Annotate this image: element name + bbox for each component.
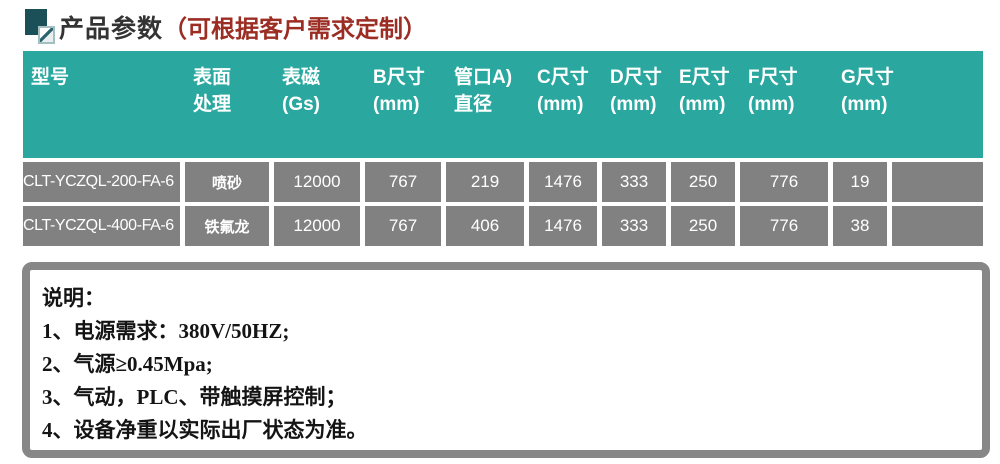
header-label-line: C尺寸 bbox=[537, 67, 589, 88]
notes-item: 2、气源≥0.45Mpa; bbox=[42, 352, 213, 376]
header-cell-pipe-diameter: 管口A) 直径 bbox=[446, 51, 524, 158]
cell-model: CLT-YCZQL-400-FA-6 bbox=[23, 206, 180, 246]
cell-blank bbox=[892, 206, 983, 246]
table-row: CLT-YCZQL-200-FA-6 喷砂 12000 767 219 1476… bbox=[23, 162, 983, 202]
header-label-line: G尺寸 bbox=[841, 67, 894, 88]
header-cell-f-size: F尺寸 (mm) bbox=[740, 51, 828, 158]
cell-d-size: 333 bbox=[602, 206, 666, 246]
header-label-line: (mm) bbox=[610, 94, 657, 115]
cell-surface-treatment: 铁氟龙 bbox=[185, 206, 269, 246]
header-label-line: (mm) bbox=[373, 94, 420, 115]
cell-e-size: 250 bbox=[671, 206, 735, 246]
header-label-line: F尺寸 bbox=[748, 67, 798, 88]
cell-e-size: 250 bbox=[671, 162, 735, 202]
page-title-group: 产品参数（可根据客户需求定制） bbox=[59, 6, 427, 50]
table-row: CLT-YCZQL-400-FA-6 铁氟龙 12000 767 406 147… bbox=[23, 206, 983, 246]
cell-g-size: 38 bbox=[833, 206, 887, 246]
table-header-row: 型号 表面 处理 表磁 (Gs) B尺寸 (mm) 管口A) 直径 C尺寸 (m… bbox=[23, 51, 983, 158]
notes-item: 4、设备净重以实际出厂状态为准。 bbox=[42, 418, 368, 442]
notes-heading: 说明： bbox=[42, 286, 105, 310]
icon-square-light bbox=[38, 26, 55, 44]
header-cell-c-size: C尺寸 (mm) bbox=[529, 51, 597, 158]
cell-b-size: 767 bbox=[365, 206, 441, 246]
header-cell-d-size: D尺寸 (mm) bbox=[602, 51, 666, 158]
cell-pipe-diameter: 219 bbox=[446, 162, 524, 202]
cell-g-size: 19 bbox=[833, 162, 887, 202]
page-title: 产品参数 bbox=[59, 15, 164, 43]
notes-item: 1、电源需求：380V/50HZ; bbox=[42, 319, 290, 343]
header-label-line: 管口A) bbox=[454, 67, 513, 88]
header-label-line: 处理 bbox=[193, 94, 232, 115]
header-label-line: (mm) bbox=[537, 94, 584, 115]
header-cell-model: 型号 bbox=[23, 51, 180, 158]
cell-gauss: 12000 bbox=[274, 162, 360, 202]
header-label-line: (Gs) bbox=[282, 94, 320, 115]
header-label-line: D尺寸 bbox=[610, 67, 662, 88]
header-cell-surface-treatment: 表面 处理 bbox=[185, 51, 269, 158]
cell-surface-treatment: 喷砂 bbox=[185, 162, 269, 202]
cell-pipe-diameter: 406 bbox=[446, 206, 524, 246]
header-cell-gauss: 表磁 (Gs) bbox=[274, 51, 360, 158]
cell-blank bbox=[892, 162, 983, 202]
page-subtitle: （可根据客户需求定制） bbox=[163, 16, 428, 43]
header-label-line: 直径 bbox=[454, 94, 493, 115]
header-cell-b-size: B尺寸 (mm) bbox=[365, 51, 441, 158]
header-label-line: (mm) bbox=[841, 94, 888, 115]
cell-c-size: 1476 bbox=[529, 206, 597, 246]
notes-box: 说明： 1、电源需求：380V/50HZ; 2、气源≥0.45Mpa; 3、气动… bbox=[22, 262, 990, 458]
section-title: 产品参数（可根据客户需求定制） bbox=[25, 6, 427, 50]
header-label-line: (mm) bbox=[679, 94, 726, 115]
cell-gauss: 12000 bbox=[274, 206, 360, 246]
cell-f-size: 776 bbox=[740, 162, 828, 202]
header-cell-blank bbox=[892, 51, 983, 158]
cell-c-size: 1476 bbox=[529, 162, 597, 202]
header-label-line: E尺寸 bbox=[679, 67, 730, 88]
header-label-line: 型号 bbox=[31, 67, 70, 88]
cell-b-size: 767 bbox=[365, 162, 441, 202]
cell-f-size: 776 bbox=[740, 206, 828, 246]
overlapping-squares-icon bbox=[25, 6, 59, 48]
header-label-line: (mm) bbox=[748, 94, 795, 115]
cell-model: CLT-YCZQL-200-FA-6 bbox=[23, 162, 180, 202]
header-cell-g-size: G尺寸 (mm) bbox=[833, 51, 894, 158]
cell-d-size: 333 bbox=[602, 162, 666, 202]
header-label-line: B尺寸 bbox=[373, 67, 425, 88]
header-label-line: 表面 bbox=[193, 67, 232, 88]
notes-item: 3、气动，PLC、带触摸屏控制； bbox=[42, 385, 347, 409]
header-label-line: 表磁 bbox=[282, 67, 321, 88]
product-spec-table: 型号 表面 处理 表磁 (Gs) B尺寸 (mm) 管口A) 直径 C尺寸 (m… bbox=[23, 51, 983, 246]
header-cell-e-size: E尺寸 (mm) bbox=[671, 51, 735, 158]
